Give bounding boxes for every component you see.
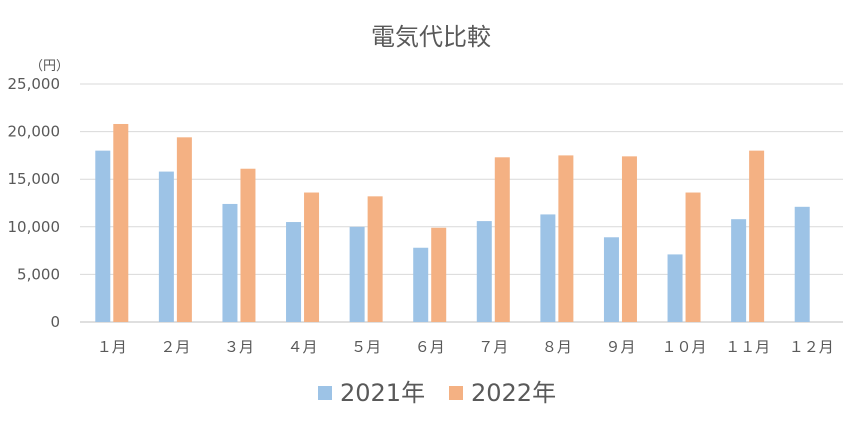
bar-series2 bbox=[431, 227, 447, 322]
y-axis-ticks: 0 5,000 10,000 15,000 20,000 25,000 bbox=[8, 75, 61, 331]
x-axis-ticks: １月 ２月 ３月 ４月 ５月 ６月 ７月 ８月 ９月 １０月 １１月 １２月 bbox=[97, 338, 834, 356]
y-tick-label: 5,000 bbox=[17, 265, 60, 283]
x-tick-label: ４月 bbox=[288, 338, 318, 356]
bar-series2 bbox=[685, 192, 701, 322]
x-tick-label: ７月 bbox=[478, 338, 508, 356]
y-unit-label: （円） bbox=[30, 59, 69, 74]
y-tick-label: 0 bbox=[50, 313, 60, 331]
bar-series2 bbox=[367, 196, 383, 322]
y-tick-label: 15,000 bbox=[8, 170, 61, 188]
chart-title: 電気代比較 bbox=[371, 23, 491, 51]
bar-series2 bbox=[558, 155, 574, 322]
legend: 2021年 2022年 bbox=[318, 379, 556, 407]
legend-label: 2021年 bbox=[340, 379, 425, 407]
bar-series1 bbox=[731, 219, 747, 322]
bars bbox=[95, 123, 810, 322]
legend-swatch bbox=[449, 386, 463, 400]
x-tick-label: ８月 bbox=[542, 338, 572, 356]
bar-series1 bbox=[95, 150, 111, 322]
bar-series1 bbox=[413, 247, 429, 322]
x-tick-label: ２月 bbox=[160, 338, 190, 356]
bar-series1 bbox=[794, 206, 810, 322]
x-tick-label: １月 bbox=[97, 338, 127, 356]
gridlines bbox=[80, 83, 843, 323]
y-tick-label: 10,000 bbox=[8, 218, 61, 236]
bar-series2 bbox=[176, 137, 192, 322]
x-tick-label: ３月 bbox=[224, 338, 254, 356]
bar-series2 bbox=[113, 123, 129, 322]
bar-series1 bbox=[158, 171, 174, 322]
bar-series2 bbox=[240, 168, 256, 322]
x-tick-label: ５月 bbox=[351, 338, 381, 356]
x-tick-label: １２月 bbox=[789, 338, 834, 356]
y-tick-label: 20,000 bbox=[8, 123, 61, 141]
x-tick-label: ９月 bbox=[605, 338, 635, 356]
bar-series1 bbox=[222, 203, 238, 322]
x-tick-label: １０月 bbox=[662, 338, 707, 356]
legend-swatch bbox=[318, 386, 332, 400]
bar-series2 bbox=[749, 150, 765, 322]
bar-series1 bbox=[286, 222, 302, 322]
legend-label: 2022年 bbox=[471, 379, 556, 407]
bar-series2 bbox=[621, 156, 637, 322]
bar-series2 bbox=[494, 157, 510, 322]
bar-series1 bbox=[349, 226, 365, 322]
bar-series1 bbox=[603, 237, 619, 322]
x-tick-label: １１月 bbox=[725, 338, 770, 356]
bar-series1 bbox=[540, 214, 556, 322]
y-tick-label: 25,000 bbox=[8, 75, 61, 93]
x-tick-label: ６月 bbox=[415, 338, 445, 356]
bar-series1 bbox=[476, 221, 492, 322]
bar-series2 bbox=[304, 192, 320, 322]
bar-series1 bbox=[667, 254, 683, 322]
